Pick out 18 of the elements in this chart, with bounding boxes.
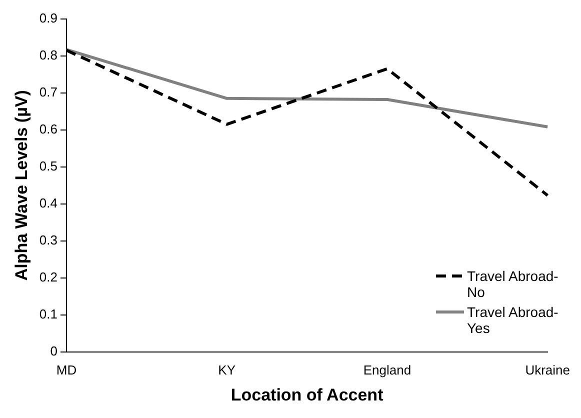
x-tick-label: MD xyxy=(56,362,77,378)
y-tick-label: 0.7 xyxy=(39,84,58,100)
legend-label: Travel Abroad-No xyxy=(467,268,560,300)
x-tick-label: KY xyxy=(218,362,236,378)
y-tick-label: 0.8 xyxy=(39,47,58,62)
y-axis-title: Alpha Wave Levels (µV) xyxy=(12,90,31,281)
y-tick-label: 0.9 xyxy=(39,10,58,26)
x-tick-label: England xyxy=(363,362,412,378)
y-tick-label: 0.4 xyxy=(39,195,58,210)
y-tick-label: 0 xyxy=(50,344,58,359)
x-axis-title: Location of Accent xyxy=(230,385,384,404)
y-tick-label: 0.6 xyxy=(39,121,58,136)
legend-label: Travel Abroad-Yes xyxy=(467,304,560,336)
y-tick-label: 0.2 xyxy=(39,270,58,285)
x-tick-label: Ukraine xyxy=(525,362,570,378)
y-tick-label: 0.3 xyxy=(39,232,58,248)
y-tick-label: 0.5 xyxy=(39,158,58,174)
y-tick-label: 0.1 xyxy=(39,306,58,322)
